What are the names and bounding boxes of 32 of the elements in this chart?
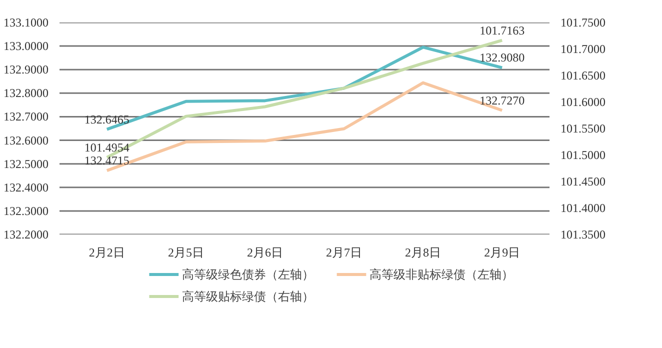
y-tick-label: 132.4000 [4,180,48,194]
y-tick-label: 132.5000 [4,156,48,171]
legend-label: 高等级非贴标绿债（左轴） [369,268,514,282]
y-tick-label: 132.3000 [4,204,48,218]
y-tick-label: 132.2000 [4,228,48,242]
data-label: 101.7163 [480,23,525,38]
legend-label: 高等级贴标绿债（右轴） [182,290,314,304]
y2-tick-label: 101.5500 [560,122,606,136]
x-tick-label: 2月6日 [246,246,283,260]
y2-tick-label: 101.7000 [560,42,606,56]
x-tick-label: 2月9日 [484,246,520,260]
y2-tick-label: 101.4000 [560,201,606,215]
y-tick-label: 132.9000 [4,62,48,77]
y2-tick-label: 101.5000 [560,148,606,162]
y2-tick-label: 101.6000 [560,95,606,109]
x-tick-label: 2月5日 [168,246,204,260]
y-tick-label: 133.0000 [4,39,48,54]
x-tick-label: 2月7日 [326,246,362,260]
y-tick-label: 132.8000 [4,86,48,100]
x-tick-label: 2月8日 [405,246,442,260]
y-tick-label: 133.1000 [4,16,48,30]
legend-label: 高等级绿色债券（左轴） [182,268,314,282]
data-label: 101.4954 [84,140,130,154]
y2-tick-label: 101.4500 [560,174,606,188]
y2-tick-label: 101.6500 [560,68,606,82]
data-label: 132.9080 [480,50,525,65]
x-tick-label: 2月2日 [88,246,125,260]
y-tick-label: 132.7000 [4,110,48,124]
y-tick-label: 132.6000 [4,133,48,148]
y2-tick-label: 101.7500 [560,16,606,30]
data-label: 132.7270 [480,93,525,108]
y2-tick-label: 101.3500 [560,228,606,242]
